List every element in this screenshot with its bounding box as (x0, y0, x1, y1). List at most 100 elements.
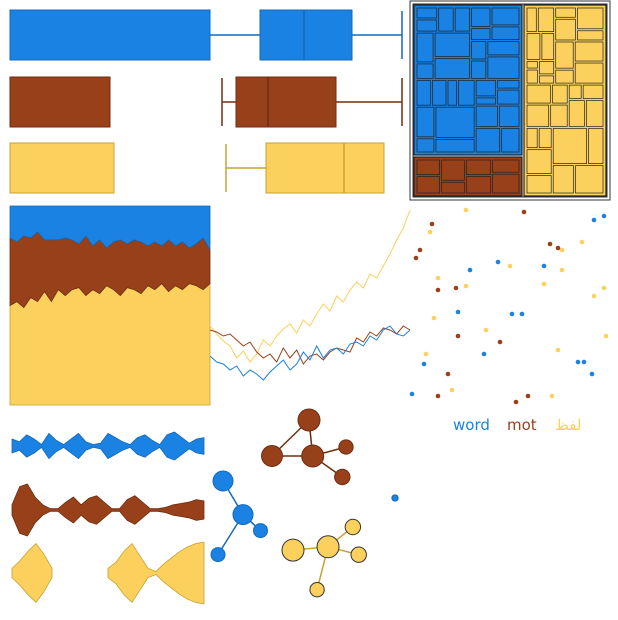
scatter-point-3 (483, 327, 489, 333)
treemap-cell-yellow (588, 128, 604, 164)
box-bar-1 (9, 9, 211, 61)
treemap-cell-blue (438, 7, 454, 32)
network-node-2 (210, 547, 226, 563)
treemap-cell-yellow (555, 69, 574, 84)
network-node-3 (316, 535, 340, 559)
legend-entry-lafz: لفظ (555, 416, 581, 434)
treemap-cell-blue (475, 97, 496, 105)
treemap-cell-yellow (526, 149, 552, 174)
scatter-point-2 (455, 333, 461, 339)
scatter-point-2 (413, 255, 419, 261)
scatter-point-1 (509, 311, 515, 317)
treemap-cell-blue (471, 60, 487, 79)
scatter-point-2 (429, 221, 435, 227)
treemap-cell-brown (441, 181, 465, 194)
treemap-cell-yellow (526, 175, 552, 194)
scatter-point-1 (455, 309, 461, 315)
scatter-point-3 (559, 247, 565, 253)
treemap-cell-yellow (526, 128, 538, 149)
treemap-cell-yellow (555, 41, 574, 69)
line-chart-panel (209, 209, 411, 381)
network-node-2 (212, 470, 234, 492)
network-node-2 (232, 504, 254, 526)
treemap-cell-blue (454, 7, 470, 32)
area-series-1 (9, 282, 211, 406)
treemap-cell-yellow (586, 100, 604, 127)
box-iqr-2 (235, 76, 337, 128)
scatter-point-1 (589, 371, 595, 377)
treemap-cell-yellow (526, 69, 538, 84)
treemap-cell-brown (492, 159, 520, 173)
treemap-cell-yellow (552, 84, 568, 104)
treemap-cell-yellow (552, 165, 574, 194)
network-node-3 (281, 538, 305, 562)
treemap-cell-brown (466, 159, 491, 176)
scatter-point-1 (467, 267, 473, 273)
treemap-cell-blue (416, 80, 431, 106)
treemap-cell-yellow (555, 18, 576, 41)
line-series-2 (209, 325, 411, 365)
legend-entry-word: word (453, 416, 490, 434)
network-node-1 (301, 444, 325, 468)
treemap-cell-blue (497, 80, 520, 89)
network-node-1 (261, 445, 283, 467)
treemap-cell-yellow (539, 61, 555, 75)
network-node-1 (334, 468, 351, 486)
treemap-cell-blue (435, 139, 475, 153)
scatter-point-2 (435, 393, 441, 399)
scatter-point-1 (581, 359, 587, 365)
area-series-3 (9, 205, 211, 252)
scatter-point-3 (423, 351, 429, 357)
network-node-2 (253, 523, 268, 539)
scatter-point-3 (435, 275, 441, 281)
scatter-point-3 (601, 285, 607, 291)
scatter-point-3 (507, 263, 513, 269)
scatter-point-1 (409, 391, 415, 397)
treemap-cell-yellow (526, 33, 541, 60)
scatter-point-1 (601, 213, 607, 219)
treemap-cell-yellow (555, 7, 576, 18)
box-bar-3 (9, 142, 115, 194)
network-node-3 (350, 546, 367, 563)
treemap-cell-blue (475, 105, 498, 127)
treemap-cell-yellow (552, 128, 587, 164)
violin-shape-1-1 (11, 431, 205, 461)
treemap-cell-blue (435, 106, 475, 138)
treemap-cell-blue (416, 63, 434, 79)
scatter-point-2 (555, 245, 561, 251)
treemap-cell-blue (475, 80, 496, 97)
treemap-cell-blue (458, 80, 475, 106)
treemap-cell-yellow (574, 41, 604, 62)
network-node-4 (391, 494, 399, 502)
network-node-3 (344, 518, 362, 536)
treemap-cell-yellow (568, 84, 582, 99)
scatter-point-2 (445, 371, 451, 377)
scatter-point-3 (463, 207, 469, 213)
treemap-panel (409, 0, 611, 201)
treemap-cell-blue (471, 41, 487, 60)
scatter-point-3 (463, 283, 469, 289)
scatter-point-2 (417, 247, 423, 253)
treemap-cell-blue (491, 7, 520, 26)
scatter-point-2 (521, 209, 527, 215)
box-bar-2 (9, 76, 111, 128)
treemap-cell-blue (416, 32, 434, 63)
treemap-cell-blue (499, 105, 520, 127)
scatter-point-3 (549, 393, 555, 399)
scatter-point-2 (547, 241, 553, 247)
treemap-cell-yellow (568, 100, 585, 127)
scatter-point-3 (555, 347, 561, 353)
line-series-1 (209, 209, 411, 363)
treemap-cell-blue (416, 106, 435, 138)
treemap-cell-yellow (526, 104, 550, 127)
network-node-1 (297, 408, 321, 432)
legend-entry-mot: mot (507, 416, 537, 434)
scatter-point-3 (603, 333, 609, 339)
scatter-point-1 (421, 361, 427, 367)
box-iqr-3 (265, 142, 385, 194)
treemap-cell-brown (466, 176, 491, 194)
scatter-point-2 (435, 287, 441, 293)
treemap-inner-frame (412, 3, 608, 198)
treemap-cell-yellow (550, 104, 568, 127)
treemap-cell-yellow (541, 33, 555, 60)
